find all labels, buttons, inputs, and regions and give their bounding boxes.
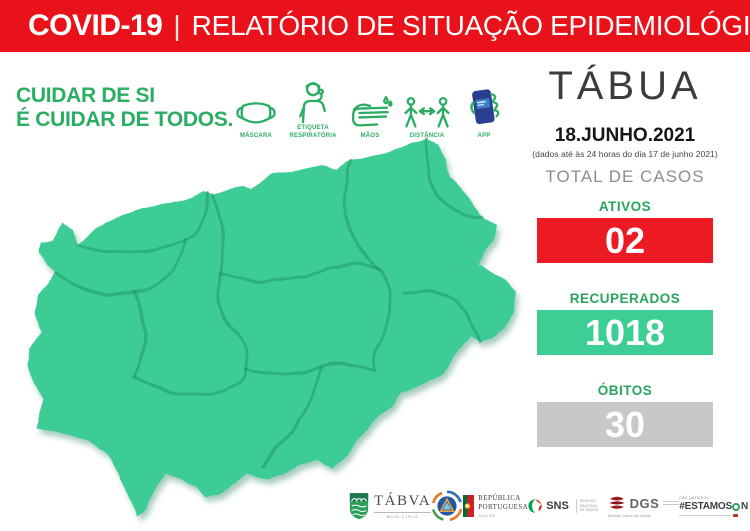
tabua-municipality-logo: TÁBVA MUNICÍPIO (348, 491, 432, 521)
respiratory-etiquette-icon (299, 82, 326, 123)
municipality-outline (28, 139, 516, 514)
prevention-item-etiquette: ETIQUETA RESPIRATÓRIA (285, 79, 341, 140)
republica-line1: REPÚBLICA (478, 494, 521, 503)
tabua-logo-name: TÁBVA (374, 493, 432, 510)
dgs-detail-bars (663, 499, 680, 507)
distance-icon (404, 96, 450, 128)
portugal-flag-icon (463, 495, 475, 517)
deaths-value: 30 (604, 404, 646, 445)
republica-portuguesa-logo: REPÚBLICA PORTUGUESA SAÚDE (463, 494, 529, 518)
estamos-on-prefix: #ESTAMOS (679, 501, 732, 512)
active-cases-value: 02 (604, 220, 646, 261)
prevention-item-app: APP (456, 85, 512, 141)
civil-protection-logo (431, 490, 463, 522)
report-panel: TÁBUA 18.JUNHO.2021 (dados até às 24 hor… (502, 52, 748, 492)
recovered-cases-label: RECUPERADOS (569, 291, 681, 306)
civil-protection-icon (432, 490, 463, 522)
prevention-icons-row: MÁSCARA ETIQUETA RESPIRATÓRIA (228, 74, 512, 140)
prevention-item-distance: DISTÂNCIA (399, 95, 455, 141)
estamos-on-detail-bar (679, 514, 739, 517)
tabua-logo-subtitle: MUNICÍPIO (374, 511, 432, 519)
icon-label: MÁSCARA (239, 132, 273, 139)
prevention-item-mask: MÁSCARA (228, 97, 284, 141)
active-cases-label: ATIVOS (598, 199, 652, 214)
slogan-line-2: É CUIDAR DE TODOS. (16, 108, 234, 132)
header-banner: COVID-19 | RELATÓRIO DE SITUAÇÃO EPIDEMI… (0, 0, 750, 52)
mask-icon (236, 101, 276, 124)
data-cutoff-note: (dados até às 24 horas do dia 17 de junh… (532, 149, 718, 159)
estamos-on-tagline: não paramos (679, 495, 709, 500)
icon-label: APP (477, 132, 491, 139)
hands-icon (352, 95, 393, 127)
dgs-name: DGS (629, 495, 660, 511)
estamos-on-suffix: N (740, 501, 748, 512)
parish-borders (54, 137, 484, 468)
prevention-item-hands: MÃOS (342, 95, 398, 141)
app-icon (470, 88, 500, 124)
republica-line2: PORTUGUESA (478, 502, 529, 511)
sns-logo: SNS SERVIÇO NACIONAL DE SAÚDE (528, 497, 608, 515)
municipality-title: TÁBUA (548, 64, 702, 108)
dgs-subtitle: Direção-Geral da Saúde (607, 513, 651, 518)
republica-subtitle: SAÚDE (478, 512, 497, 518)
recovered-cases-box: 1018 (537, 310, 713, 355)
tabua-municipality-map (0, 128, 532, 528)
sns-name: SNS (546, 500, 569, 512)
footer-logos: TÁBVA MUNICÍPIO (348, 483, 748, 529)
dgs-logo: DGS Direção-Geral da Saúde (608, 494, 680, 518)
deaths-box: 30 (537, 402, 713, 447)
active-cases-box: 02 (537, 218, 713, 263)
campaign-slogan: CUIDAR DE SI É CUIDAR DE TODOS. (16, 84, 233, 133)
tabua-shield-icon (349, 493, 369, 520)
slogan-line-1: CUIDAR DE SI (16, 84, 155, 107)
dgs-icon (608, 496, 625, 509)
banner-title: RELATÓRIO DE SITUAÇÃO EPIDEMIOLÓGICA (191, 10, 750, 41)
estamos-on-logo: não paramos #ESTAMOS N (679, 495, 748, 517)
report-date: 18.JUNHO.2021 (554, 125, 696, 146)
icon-label: MÃOS (360, 132, 380, 139)
sns-subtitle-line1: SERVIÇO NACIONAL (579, 498, 599, 508)
section-title-total-cases: TOTAL DE CASOS (545, 167, 705, 186)
banner-separator: | (173, 10, 181, 41)
icon-label: ETIQUETA RESPIRATÓRIA (289, 125, 337, 139)
deaths-label: ÓBITOS (597, 383, 653, 398)
sns-subtitle-line2: DE SAÚDE (579, 508, 599, 513)
icon-label: DISTÂNCIA (409, 132, 445, 139)
recovered-cases-value: 1018 (584, 312, 666, 353)
on-switch-icon (732, 502, 741, 511)
sns-icon (528, 499, 542, 513)
banner-covid-label: COVID-19 (28, 9, 163, 42)
